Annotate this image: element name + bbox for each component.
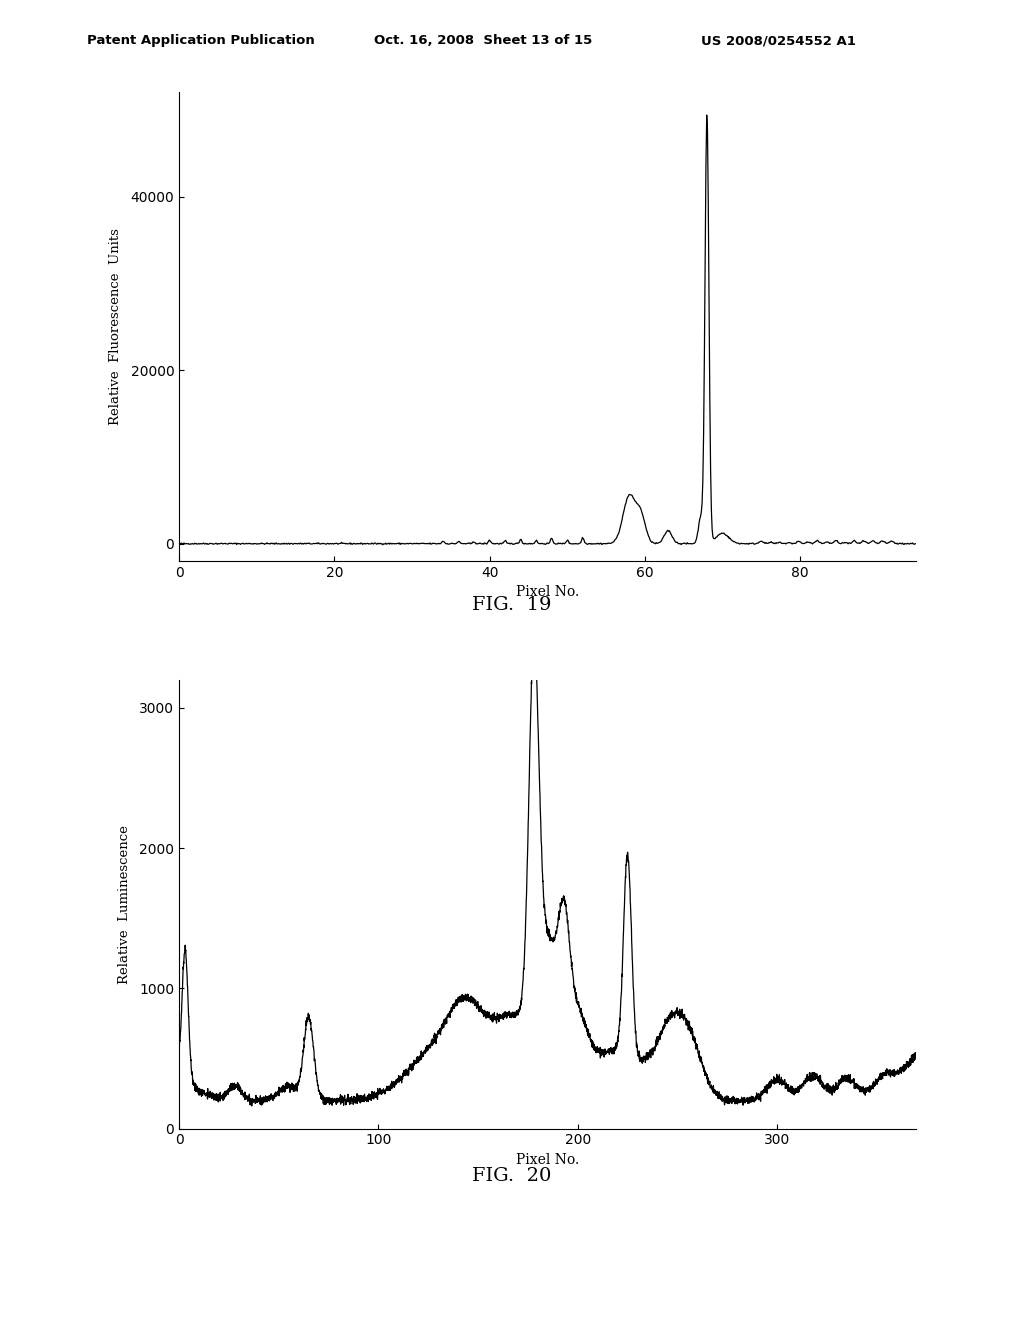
- Text: FIG.  20: FIG. 20: [472, 1167, 552, 1185]
- Text: Patent Application Publication: Patent Application Publication: [87, 34, 314, 48]
- Y-axis label: Relative  Fluorescence  Units: Relative Fluorescence Units: [110, 228, 122, 425]
- Text: FIG.  19: FIG. 19: [472, 595, 552, 614]
- Y-axis label: Relative  Luminescence: Relative Luminescence: [118, 825, 131, 983]
- Text: Oct. 16, 2008  Sheet 13 of 15: Oct. 16, 2008 Sheet 13 of 15: [374, 34, 592, 48]
- X-axis label: Pixel No.: Pixel No.: [516, 1152, 580, 1167]
- Text: US 2008/0254552 A1: US 2008/0254552 A1: [701, 34, 856, 48]
- X-axis label: Pixel No.: Pixel No.: [516, 585, 580, 599]
